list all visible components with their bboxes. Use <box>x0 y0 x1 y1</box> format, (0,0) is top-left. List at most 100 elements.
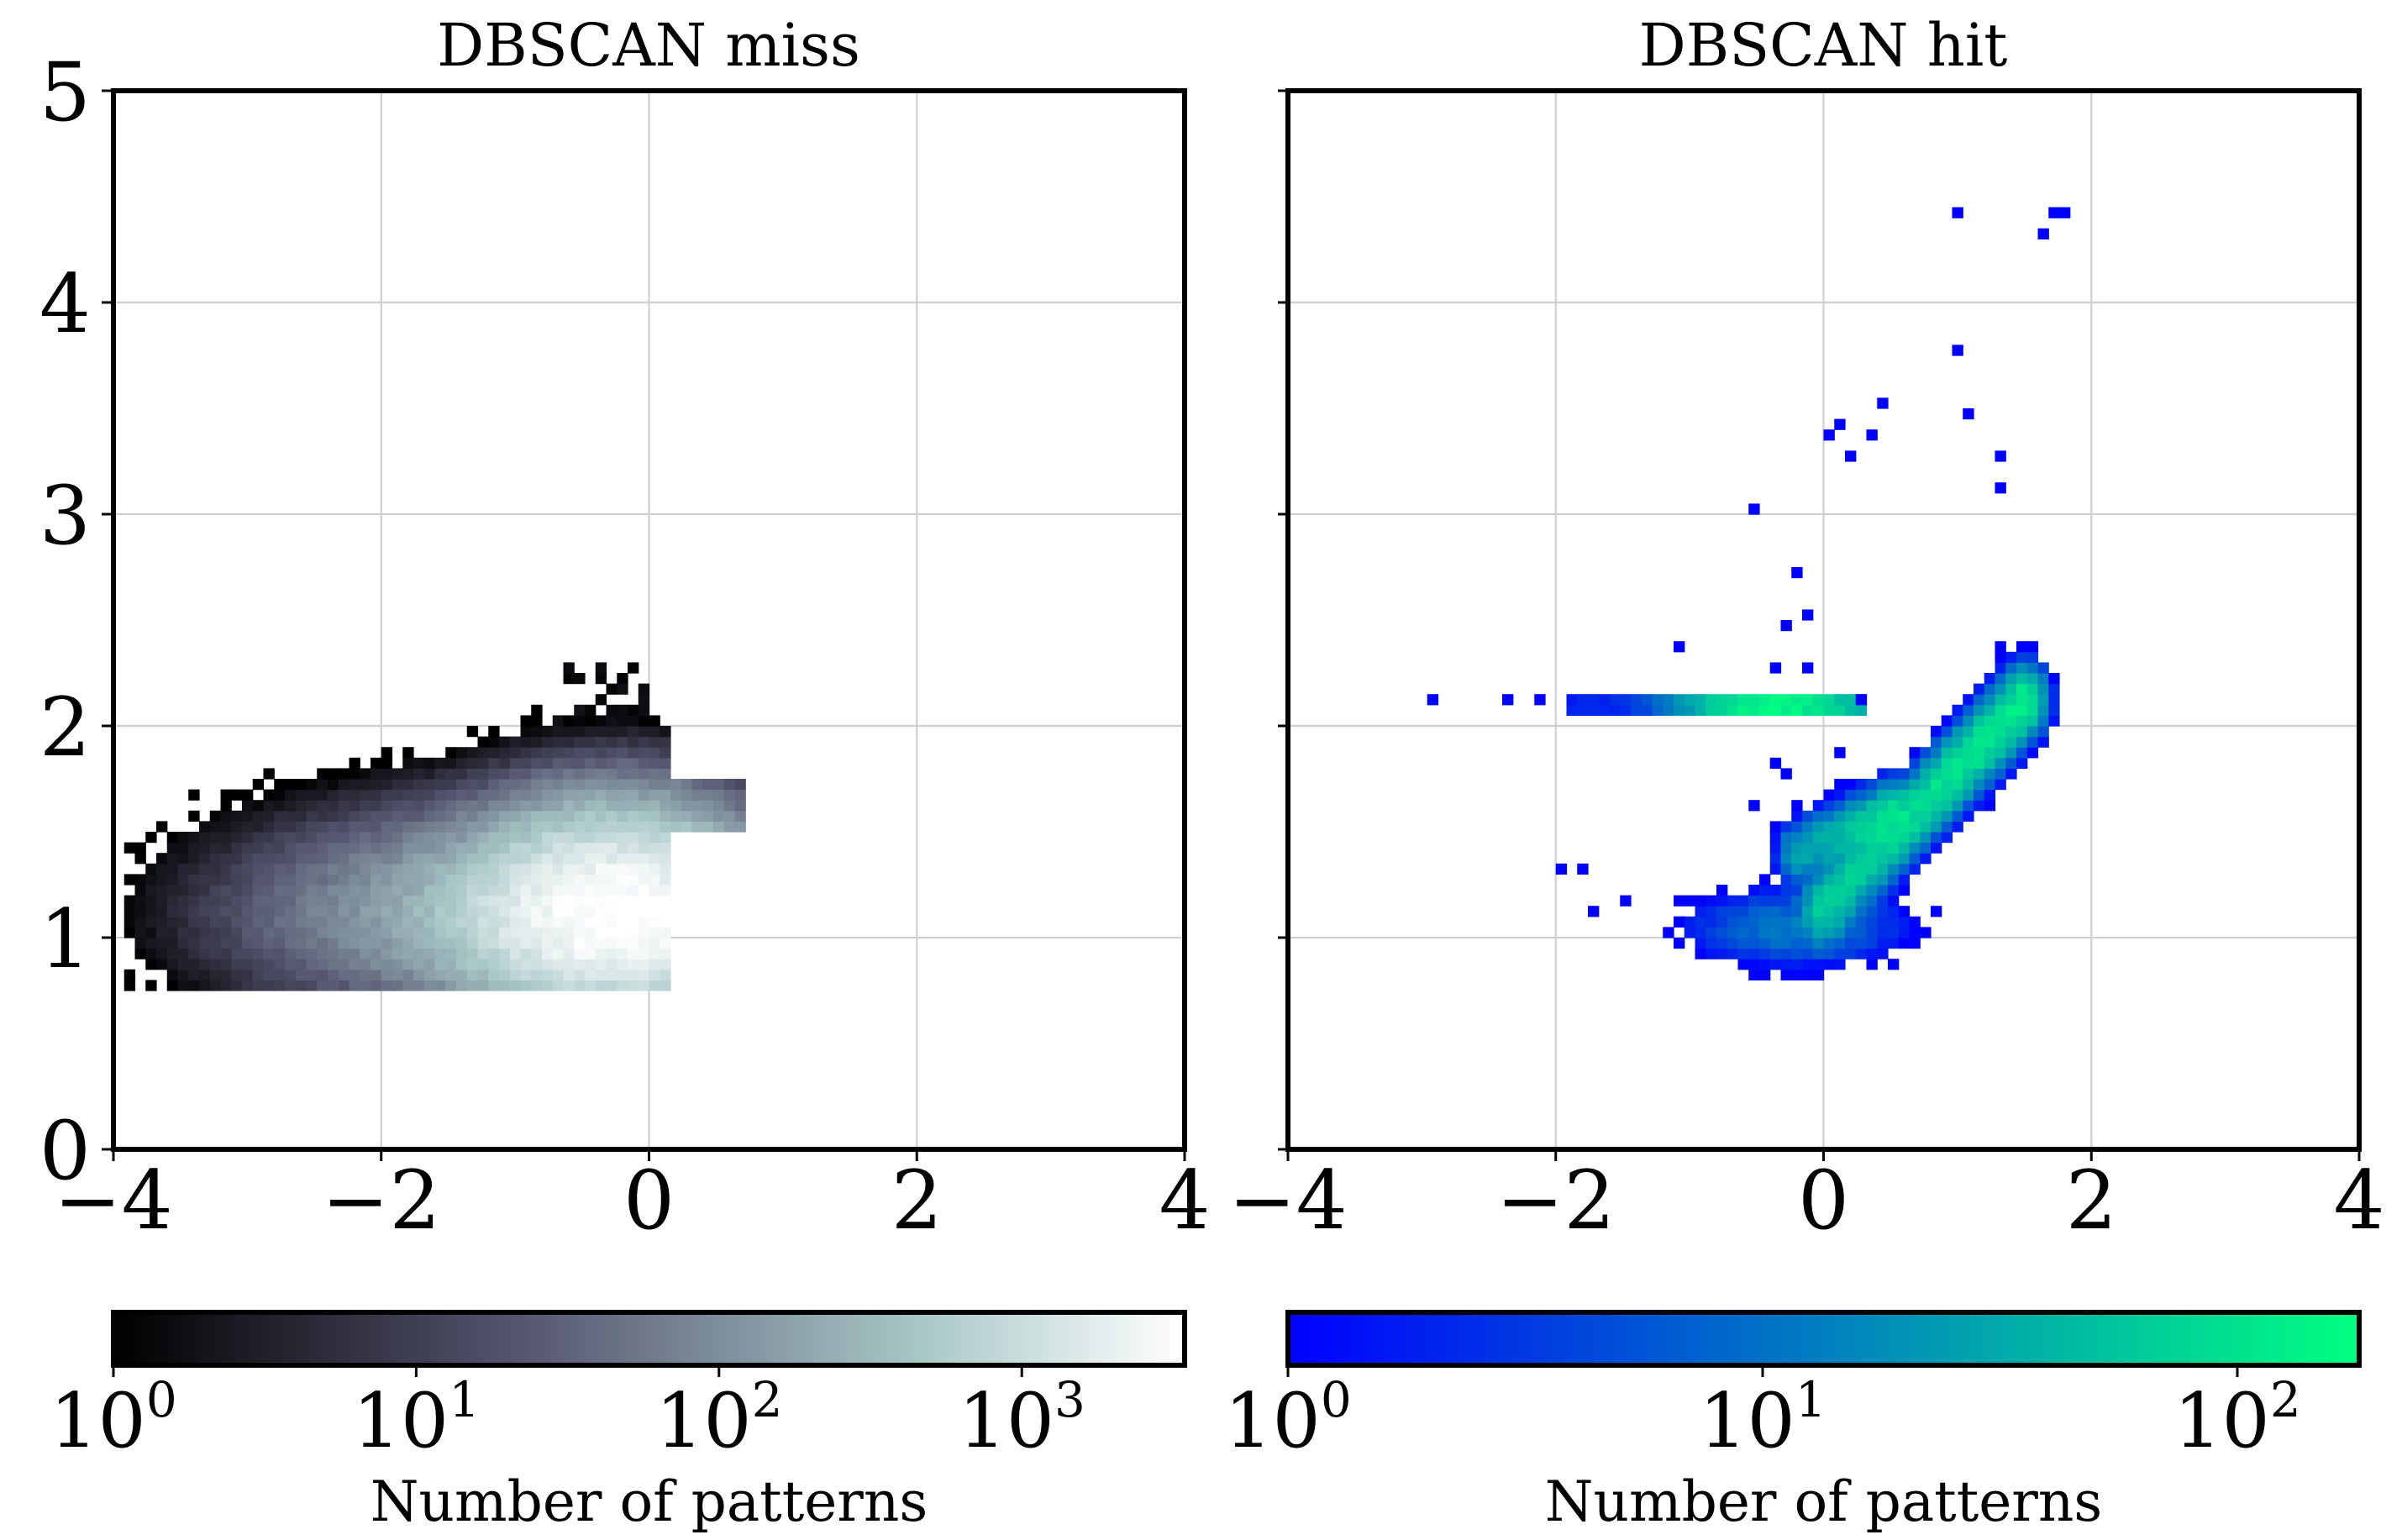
heatmap-cell <box>723 789 736 801</box>
heatmap-cell <box>1995 704 2006 716</box>
heatmap-cell <box>563 789 575 801</box>
heatmap-cell <box>434 768 446 780</box>
heatmap-cell <box>456 768 468 780</box>
heatmap-cell <box>531 821 543 833</box>
heatmap-cell <box>649 779 660 791</box>
heatmap-cell <box>306 821 318 833</box>
heatmap-cell <box>456 969 468 980</box>
heatmap-cell <box>209 948 222 959</box>
heatmap-cell <box>1845 927 1857 938</box>
heatmap-cell <box>1737 927 1749 938</box>
heatmap-cell <box>456 789 468 801</box>
heatmap-cell <box>1823 959 1835 970</box>
heatmap-cell <box>1974 768 1985 780</box>
heatmap-cell <box>1866 863 1878 875</box>
heatmap-cell <box>209 906 222 917</box>
heatmap-cell <box>509 757 522 769</box>
heatmap-cell <box>1588 694 1600 706</box>
heatmap-cell <box>381 842 393 854</box>
heatmap-cell <box>317 959 329 970</box>
heatmap-cell <box>1866 810 1878 822</box>
heatmap-cell <box>595 694 607 706</box>
heatmap-cell <box>285 927 297 938</box>
heatmap-cell <box>531 916 543 928</box>
heatmap-cell <box>317 895 329 907</box>
heatmap-cell <box>488 810 500 822</box>
heatmap-cell <box>209 895 222 907</box>
heatmap-cell <box>2037 704 2049 716</box>
heatmap-cell <box>617 704 628 716</box>
heatmap-cell <box>1877 853 1889 865</box>
heatmap-cell <box>423 800 436 812</box>
heatmap-cell <box>156 895 168 907</box>
heatmap-cell <box>1931 800 1942 812</box>
heatmap-cell <box>274 980 286 991</box>
heatmap-cell <box>456 832 468 844</box>
heatmap-cell <box>252 810 265 822</box>
heatmap-cell <box>1737 694 1749 706</box>
heatmap-cell <box>2048 673 2060 685</box>
heatmap-cell <box>552 948 565 959</box>
heatmap-cell <box>585 853 597 865</box>
heatmap-cell <box>660 895 671 907</box>
heatmap-cell <box>252 980 265 991</box>
heatmap-cell <box>188 842 200 854</box>
heatmap-cell <box>531 832 543 844</box>
heatmap-cell <box>456 906 468 917</box>
heatmap-cell <box>1855 694 1868 706</box>
heatmap-cell <box>628 885 639 896</box>
heatmap-cell <box>392 895 403 907</box>
heatmap-cell <box>306 959 318 970</box>
heatmap-cell <box>1834 895 1846 907</box>
heatmap-cell <box>574 757 586 769</box>
heatmap-cell <box>188 938 200 949</box>
heatmap-cell <box>220 895 232 907</box>
heatmap-cell <box>1780 704 1792 716</box>
grid-hit <box>1288 91 2359 1149</box>
heatmap-cell <box>306 800 318 812</box>
heatmap-cell <box>542 980 554 991</box>
heatmap-cell <box>2037 662 2049 674</box>
heatmap-cell <box>499 736 511 748</box>
heatmap-cell <box>423 885 436 896</box>
heatmap-cell <box>274 927 286 938</box>
heatmap-cell <box>509 747 522 759</box>
heatmap-cell <box>660 938 671 949</box>
heatmap-cell <box>1759 885 1771 896</box>
heatmap-cell <box>542 938 554 949</box>
heatmap-cell <box>670 789 682 801</box>
heatmap-cell <box>1834 704 1846 716</box>
heatmap-cell <box>1866 842 1878 854</box>
heatmap-cell <box>1974 694 1985 706</box>
heatmap-cell <box>209 863 222 875</box>
heatmap-cell <box>285 853 297 865</box>
heatmap-cell <box>574 895 586 907</box>
heatmap-cell <box>263 863 275 875</box>
heatmap-cell <box>1877 832 1889 844</box>
heatmap-cell <box>574 906 586 917</box>
heatmap-cell <box>520 874 532 886</box>
heatmap-cell <box>423 969 436 980</box>
heatmap-cell <box>1963 768 1974 780</box>
heatmap-cell <box>595 842 607 854</box>
heatmap-cell <box>520 895 532 907</box>
heatmap-cell <box>649 789 660 801</box>
heatmap-cell <box>1931 842 1942 854</box>
heatmap-cell <box>617 821 628 833</box>
heatmap-cell <box>1974 683 1985 695</box>
heatmap-cell <box>574 863 586 875</box>
heatmap-cell <box>338 874 350 886</box>
heatmap-cell <box>585 757 597 769</box>
heatmap-cell <box>392 906 403 917</box>
heatmap-cell <box>552 874 565 886</box>
heatmap-cell <box>381 927 393 938</box>
heatmap-cell <box>574 715 586 727</box>
heatmap-cell <box>617 800 628 812</box>
heatmap-cell <box>285 821 297 833</box>
heatmap-cell <box>402 938 414 949</box>
heatmap-cell <box>371 768 382 780</box>
heatmap-cell <box>638 779 650 791</box>
heatmap-cell <box>2005 736 2017 748</box>
heatmap-cell <box>1737 906 1749 917</box>
heatmap-cell <box>145 832 157 844</box>
